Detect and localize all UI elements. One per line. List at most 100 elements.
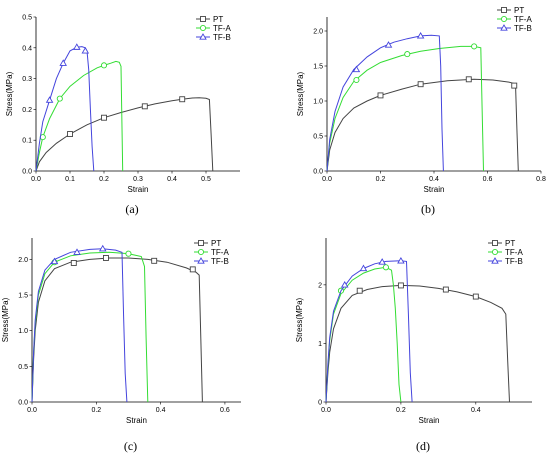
data-point-pt	[465, 76, 472, 83]
legend-label: TF-B	[514, 24, 532, 33]
y-tick-label: 2.0	[18, 257, 28, 264]
series-line-pt	[325, 284, 510, 403]
y-tick-label: 0	[318, 400, 322, 407]
y-tick-label: 0.1	[22, 138, 32, 145]
legend-label: TF-A	[514, 15, 532, 24]
data-point-tf-b	[384, 41, 393, 48]
data-point-tf-b	[352, 65, 361, 73]
legend-label: TF-A	[505, 248, 523, 257]
panel-caption: (a)	[125, 202, 138, 216]
data-point-tf-a	[100, 62, 108, 69]
x-tick-label: 0.2	[396, 407, 406, 414]
data-point-pt	[417, 81, 424, 88]
legend-marker-tf-a	[197, 248, 205, 256]
legend-marker-pt	[198, 240, 204, 246]
series-line-pt	[326, 78, 519, 172]
x-tick-label: 0.3	[133, 176, 143, 183]
data-point-tf-a	[56, 95, 63, 102]
data-point-tf-b	[59, 59, 67, 66]
series-line-tf-b	[325, 260, 413, 403]
x-tick-label: 0.4	[429, 176, 439, 183]
x-axis-label: Strain	[128, 185, 149, 194]
y-tick-label: 1	[318, 341, 322, 348]
x-tick-label: 0.2	[376, 176, 386, 183]
data-point-pt	[141, 103, 148, 110]
legend-marker-tf-b	[199, 33, 207, 40]
legend-marker-tf-b	[197, 257, 205, 264]
data-point-tf-b	[416, 31, 425, 39]
series-line-pt	[31, 257, 203, 403]
y-tick-label: 0.5	[313, 134, 323, 141]
data-point-tf-b	[378, 258, 386, 265]
data-point-pt	[189, 266, 196, 273]
y-tick-label: 2.0	[313, 29, 323, 36]
data-point-pt	[179, 96, 186, 103]
y-tick-label: 0.0	[22, 169, 32, 176]
x-tick-label: 0.0	[322, 176, 332, 183]
chart-panel: 0.0 0.2 0.4 0.6 0.8 0.0 0.5 1.0 1.5 2.0 Strain Stre…	[296, 6, 546, 216]
data-point-pt	[377, 92, 384, 99]
data-point-tf-b	[397, 256, 405, 264]
x-tick-label: 0.4	[471, 407, 481, 414]
y-axis-label: Stress(MPa)	[295, 297, 304, 342]
legend-label: TF-A	[211, 248, 229, 257]
legend-label: PT	[514, 6, 524, 15]
x-tick-label: 0.8	[536, 176, 546, 183]
series-line-tf-a	[326, 45, 484, 172]
series-line-tf-b	[326, 34, 444, 172]
x-tick-label: 0.0	[321, 407, 331, 414]
x-axis-label: Strain	[424, 185, 445, 194]
y-tick-label: 0.5	[22, 15, 32, 22]
series-line-pt	[35, 97, 214, 172]
x-tick-label: 0.1	[65, 176, 75, 183]
series-line-tf-a	[35, 60, 124, 172]
data-point-pt	[472, 293, 479, 300]
legend-marker-pt	[501, 7, 507, 13]
data-point-tf-a	[404, 51, 411, 58]
x-tick-label: 0.4	[156, 407, 166, 414]
data-point-pt	[103, 255, 109, 261]
data-point-tf-b	[81, 46, 90, 54]
data-point-tf-a	[471, 43, 478, 50]
data-point-tf-a	[353, 76, 360, 84]
data-point-pt	[70, 260, 77, 266]
legend-marker-tf-a	[199, 24, 207, 32]
y-tick-label: 1.0	[18, 328, 28, 335]
legend-label: PT	[213, 15, 223, 24]
data-point-tf-b	[50, 257, 59, 265]
legend-label: TF-A	[213, 24, 231, 33]
panel-caption: (d)	[416, 439, 430, 453]
data-point-pt	[67, 131, 73, 137]
series-line-tf-b	[31, 248, 128, 403]
y-tick-label: 1.0	[313, 99, 323, 106]
data-point-tf-b	[73, 248, 81, 255]
data-point-tf-b	[340, 280, 349, 288]
y-tick-label: 0.5	[18, 364, 28, 371]
series-line-tf-a	[325, 266, 402, 403]
y-tick-label: 0.0	[18, 400, 28, 407]
legend-marker-tf-a	[491, 248, 499, 256]
x-tick-label: 0.4	[167, 176, 177, 183]
x-tick-label: 0.6	[483, 176, 493, 183]
data-point-tf-a	[125, 250, 132, 257]
data-point-tf-b	[45, 96, 54, 103]
x-tick-label: 0.5	[201, 176, 211, 183]
legend-marker-pt	[492, 240, 498, 246]
legend-marker-tf-a	[500, 15, 508, 23]
x-tick-label: 0.0	[27, 407, 37, 414]
chart-panel: 0.0 0.2 0.4 0.6 0.0 0.5 1.0 1.5 2.0 Strain Stress(…	[1, 238, 241, 453]
legend-label: TF-B	[213, 33, 231, 42]
y-tick-label: 0.4	[22, 45, 32, 52]
data-point-tf-b	[73, 43, 81, 50]
legend-label: PT	[505, 239, 515, 248]
y-tick-label: 0.2	[22, 107, 32, 114]
data-point-pt	[101, 114, 107, 121]
legend-marker-pt	[200, 16, 206, 22]
legend-label: TF-B	[211, 257, 229, 266]
